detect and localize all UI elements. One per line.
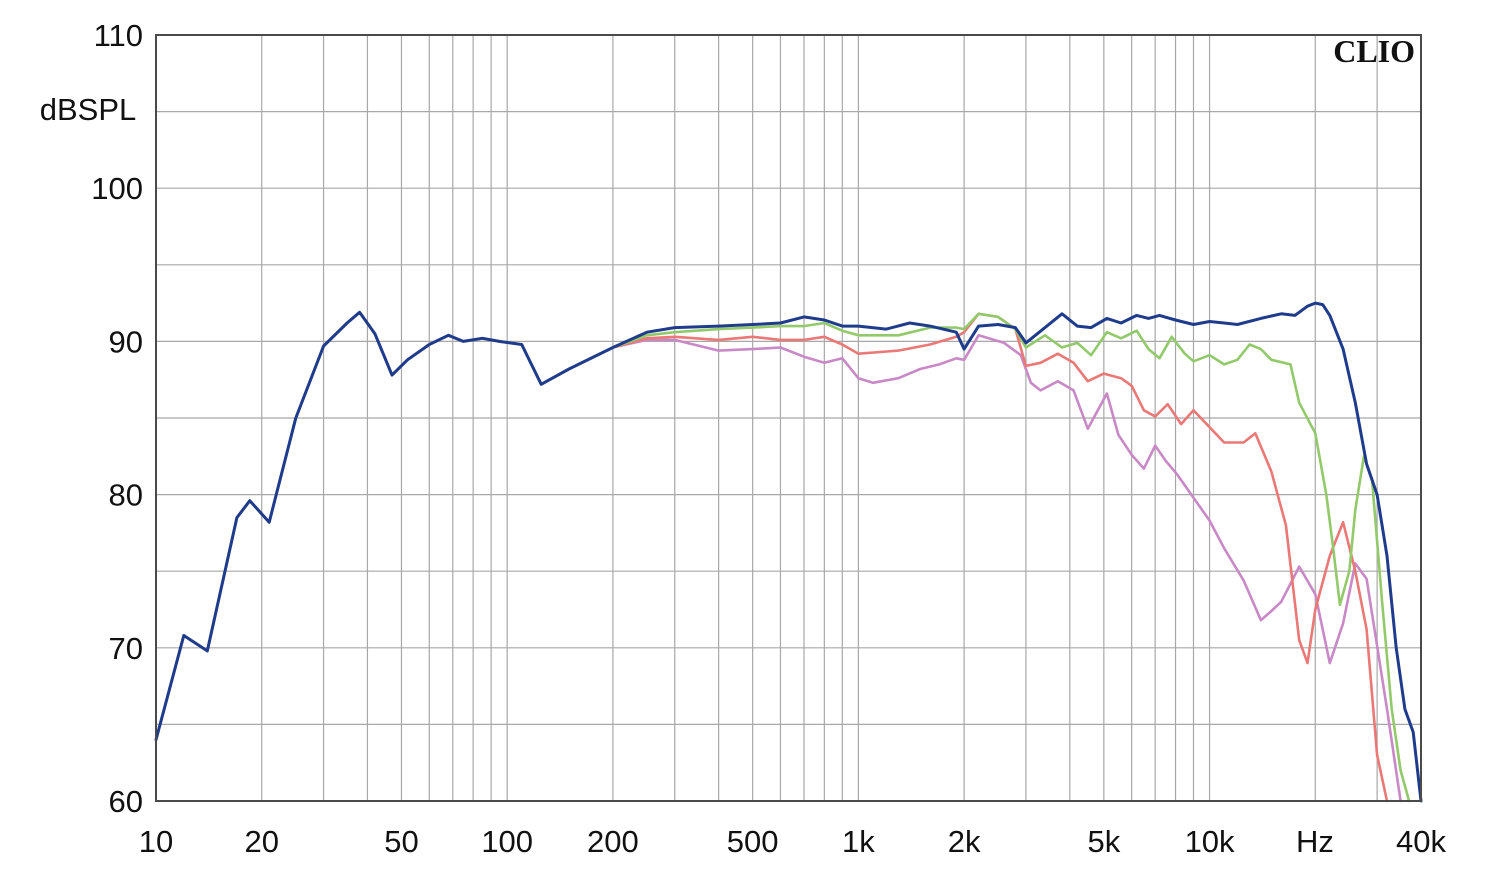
y-axis-tick-labels: 60 70 80 90 100 110 [91, 18, 143, 819]
series-line-4 [154, 301, 1423, 803]
x-tick-label: 1k [842, 824, 875, 859]
x-tick-label: 500 [727, 824, 779, 859]
x-tick-label: 100 [481, 824, 533, 859]
y-tick-label: 100 [91, 171, 143, 206]
series-group [154, 301, 1423, 803]
x-tick-label: 200 [587, 824, 639, 859]
y-tick-label: 90 [109, 324, 143, 359]
x-axis-unit-label: Hz [1296, 824, 1334, 859]
brand-logo: CLIO [1333, 33, 1415, 69]
x-tick-label: 5k [1087, 824, 1120, 859]
x-tick-label: 50 [384, 824, 418, 859]
x-tick-label: 2k [948, 824, 981, 859]
y-axis-unit-label: dBSPL [40, 92, 137, 127]
x-tick-label: 10 [139, 824, 173, 859]
x-tick-label: 10k [1185, 824, 1235, 859]
y-tick-label: 70 [109, 631, 143, 666]
x-axis-tick-labels: 10 20 50 100 200 500 1k 2k 5k 10k 40k [139, 824, 1447, 859]
x-tick-label: 40k [1396, 824, 1446, 859]
x-tick-label: 20 [244, 824, 278, 859]
y-tick-label: 110 [94, 18, 143, 53]
y-tick-label: 80 [109, 478, 143, 513]
plot-frame [155, 34, 1422, 802]
y-tick-label: 60 [109, 784, 143, 819]
